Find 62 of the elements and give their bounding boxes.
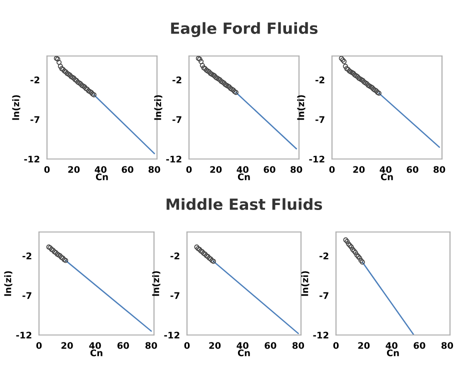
x-tick-label: 0: [44, 166, 50, 173]
y-tick-label: -12: [309, 156, 324, 162]
y-axis-title: ln(zi): [301, 271, 310, 296]
x-axis-title: Cn: [238, 173, 250, 180]
y-axis-title: ln(zi): [12, 95, 20, 120]
x-tick-label: 20: [353, 166, 365, 173]
y-tick-label: -12: [166, 156, 182, 162]
x-tick-label: 0: [186, 166, 192, 173]
x-tick-label: 80: [434, 166, 446, 173]
y-tick-label: -7: [172, 116, 182, 123]
y-tick-label: -12: [24, 156, 40, 162]
x-axis-title: Cn: [386, 349, 399, 356]
x-tick-label: 20: [358, 342, 370, 349]
x-tick-label: 60: [264, 342, 276, 349]
x-tick-label: 20: [68, 166, 80, 173]
y-tick-label: -2: [22, 252, 32, 260]
y-tick-label: -7: [170, 292, 180, 299]
x-axis-title: Cn: [380, 173, 393, 180]
y-tick-label: -12: [16, 332, 32, 338]
x-axis-title: Cn: [90, 349, 102, 356]
x-axis-title: Cn: [238, 349, 250, 356]
x-axis-title: Cn: [96, 173, 108, 180]
x-tick-label: 60: [414, 342, 426, 349]
y-tick-label: -7: [316, 116, 324, 123]
x-tick-label: 60: [264, 166, 276, 173]
x-tick-label: 40: [236, 342, 248, 349]
y-axis-title: ln(zi): [4, 271, 12, 296]
y-tick-label: -7: [30, 116, 40, 123]
chart-title: Middle East Fluids: [166, 198, 322, 210]
x-tick-label: 60: [117, 342, 129, 349]
y-tick-label: -2: [30, 76, 40, 84]
y-tick-label: -7: [22, 292, 32, 299]
y-tick-label: -2: [316, 76, 324, 84]
x-tick-label: 20: [209, 342, 221, 349]
y-tick-label: -2: [320, 252, 328, 260]
y-axis-title: ln(zi): [297, 95, 306, 120]
y-tick-label: -7: [320, 292, 328, 299]
x-tick-label: 80: [292, 342, 304, 349]
x-tick-label: 0: [329, 166, 335, 173]
x-tick-label: 80: [290, 166, 302, 173]
x-tick-label: 20: [210, 166, 222, 173]
y-tick-label: -12: [164, 332, 180, 338]
y-tick-label: -2: [170, 252, 180, 260]
x-tick-label: 0: [36, 342, 42, 349]
x-tick-label: 60: [122, 166, 134, 173]
x-tick-label: 0: [184, 342, 190, 349]
y-axis-title: ln(zi): [154, 95, 162, 120]
x-tick-label: 20: [61, 342, 73, 349]
chart-title: Eagle Ford Fluids: [171, 22, 318, 38]
x-tick-label: 40: [380, 166, 392, 173]
x-tick-label: 0: [333, 342, 339, 349]
x-tick-label: 80: [441, 342, 454, 349]
x-tick-label: 40: [236, 166, 249, 173]
x-tick-label: 40: [89, 342, 101, 349]
y-tick-label: -12: [313, 332, 328, 338]
x-tick-label: 80: [145, 342, 158, 349]
x-tick-label: 60: [406, 166, 418, 173]
x-tick-label: 40: [94, 166, 107, 173]
x-tick-label: 80: [148, 166, 160, 173]
y-tick-label: -2: [172, 76, 182, 84]
y-axis-title: ln(zi): [152, 271, 160, 296]
x-tick-label: 40: [386, 342, 398, 349]
